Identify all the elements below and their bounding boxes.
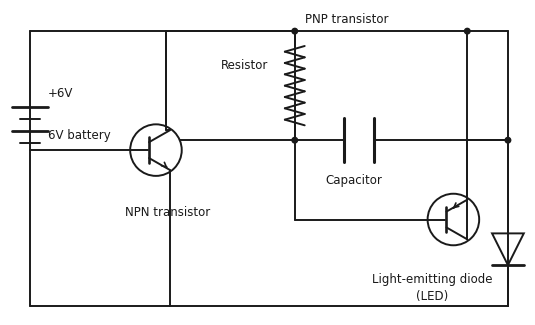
Text: NPN transistor: NPN transistor xyxy=(125,206,210,219)
Text: PNP transistor: PNP transistor xyxy=(304,13,388,26)
Text: Light-emitting diode
(LED): Light-emitting diode (LED) xyxy=(372,273,493,303)
Circle shape xyxy=(292,137,297,143)
Text: 6V battery: 6V battery xyxy=(48,129,111,142)
Text: Capacitor: Capacitor xyxy=(326,174,383,187)
Text: Resistor: Resistor xyxy=(220,59,268,72)
Circle shape xyxy=(505,137,511,143)
Text: +6V: +6V xyxy=(48,86,73,99)
Circle shape xyxy=(464,28,470,34)
Circle shape xyxy=(292,28,297,34)
